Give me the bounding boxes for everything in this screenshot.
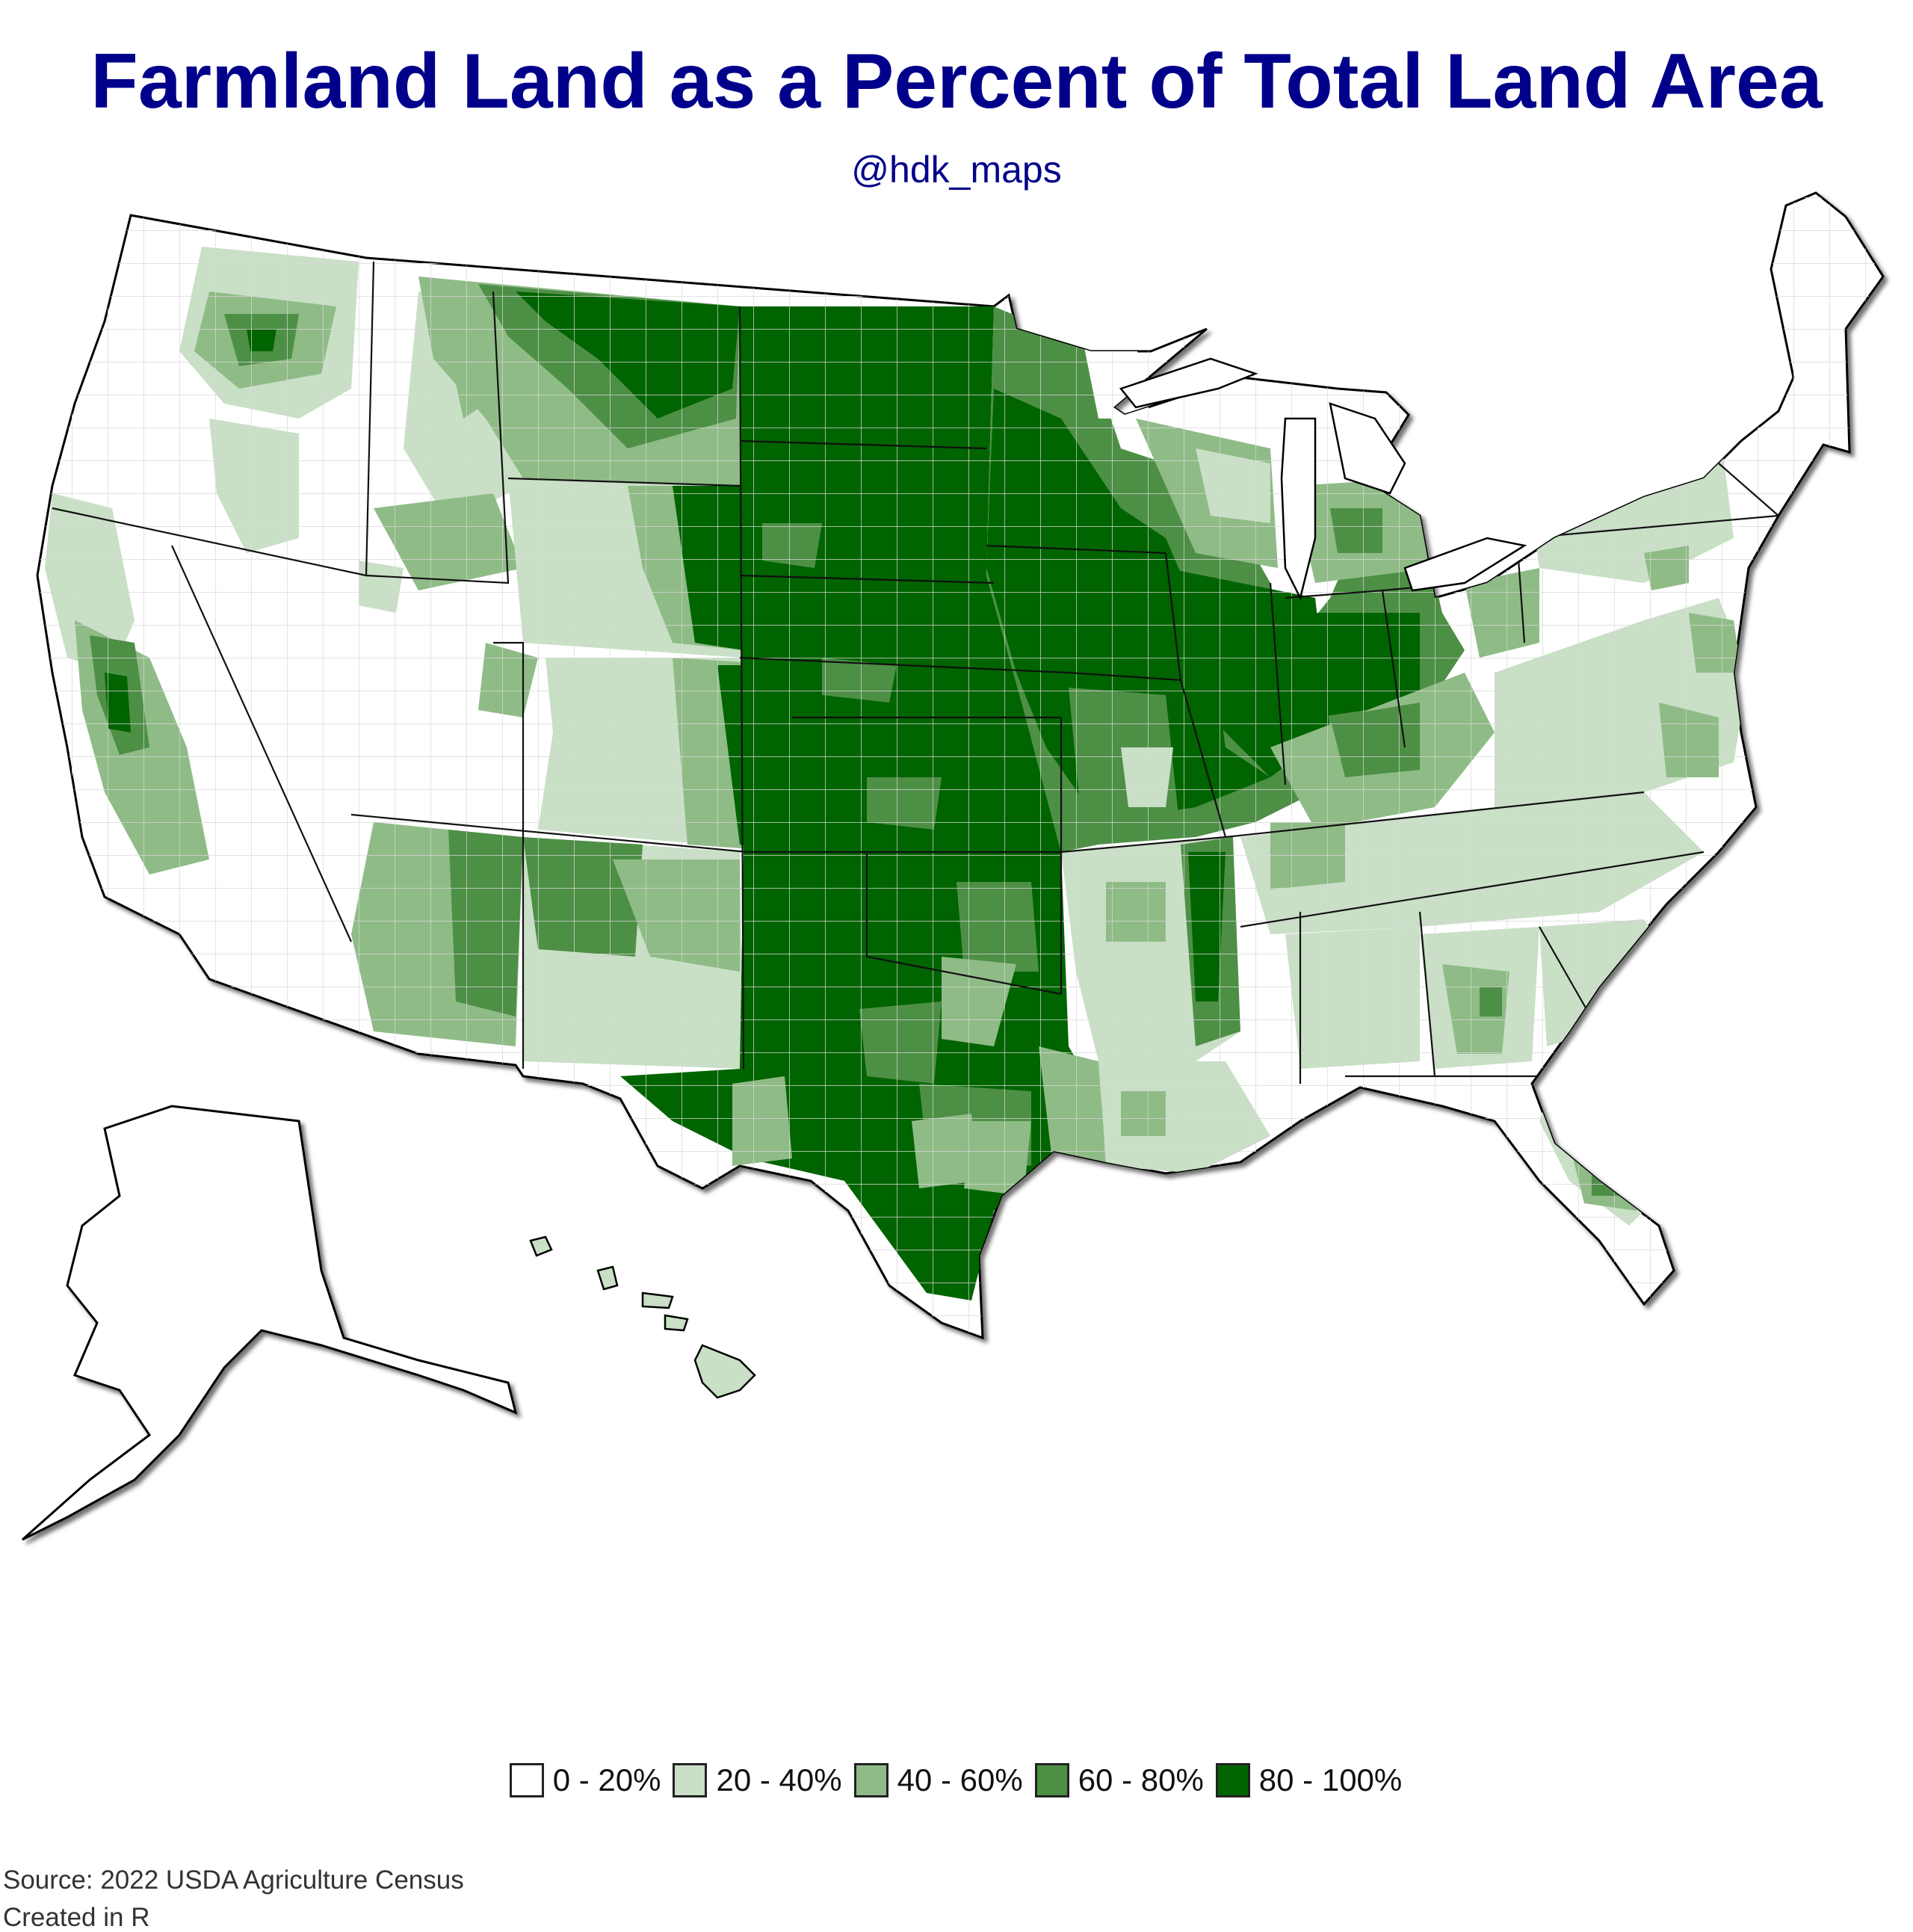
source-caption: Source: 2022 USDA Agriculture Census <box>3 1865 464 1895</box>
legend-item: 0 - 20% <box>509 1762 661 1798</box>
legend-item: 80 - 100% <box>1215 1762 1403 1798</box>
legend-item: 60 - 80% <box>1034 1762 1204 1798</box>
great-lakes <box>1119 357 1527 601</box>
legend-swatch <box>1034 1763 1069 1797</box>
legend-swatch <box>509 1763 544 1797</box>
legend-swatch <box>1215 1763 1250 1797</box>
legend-label: 80 - 100% <box>1258 1762 1403 1797</box>
legend-swatch <box>853 1763 888 1797</box>
created-caption: Created in R <box>3 1903 150 1932</box>
legend-label: 0 - 20% <box>552 1762 661 1797</box>
alaska <box>22 1105 518 1541</box>
hawaii <box>529 1235 756 1399</box>
legend-item: 40 - 60% <box>853 1762 1023 1798</box>
legend-item: 20 - 40% <box>673 1762 842 1798</box>
legend-label: 40 - 60% <box>897 1762 1023 1797</box>
map-legend: 0 - 20% 20 - 40% 40 - 60% 60 - 80% 80 - 100% <box>0 1762 1913 1798</box>
legend-label: 60 - 80% <box>1078 1762 1204 1797</box>
map-subtitle: @hdk_maps <box>851 149 1062 191</box>
legend-swatch <box>673 1763 708 1797</box>
map-title: Farmland Land as a Percent of Total Land… <box>90 38 1823 125</box>
legend-label: 20 - 40% <box>716 1762 842 1797</box>
